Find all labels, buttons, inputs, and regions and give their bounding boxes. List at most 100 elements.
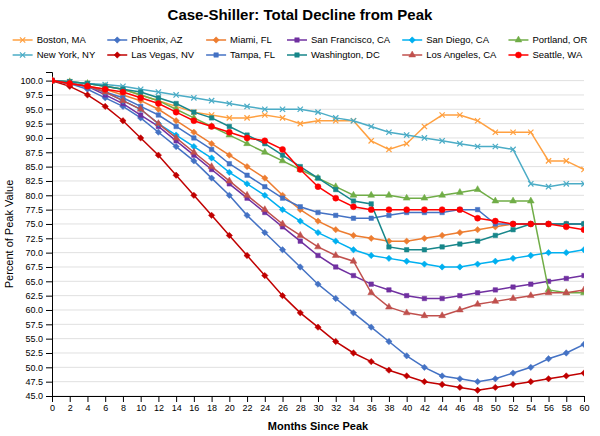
point [84,83,90,89]
tick: 90.0 [25,133,52,143]
point [279,206,285,212]
point [581,167,584,172]
point [67,80,73,86]
point [545,356,551,362]
grid-line [52,338,584,339]
tick-label: 70.0 [25,248,43,258]
point [52,78,55,83]
point [404,293,408,297]
point [52,77,55,83]
point [209,147,213,151]
series-line [52,81,584,267]
point [439,373,445,379]
tick: 52.5 [25,348,52,358]
tick-mark [46,353,52,354]
tick-label: 26 [278,403,288,413]
tick-mark [46,210,52,211]
grid-line [52,137,584,138]
point [387,213,391,217]
point [84,92,90,98]
tick-label: 36 [367,403,377,413]
tick-label: 56 [544,403,554,413]
point [173,143,179,149]
point [138,95,144,101]
point [386,130,391,135]
grid-line [52,352,584,353]
x-axis: 0246810121416182022242628303234363840424… [50,396,590,413]
tick: 47.5 [25,377,52,387]
tick-mark [389,396,390,402]
point [475,207,479,211]
tick: 16 [189,396,199,413]
point [244,163,250,169]
point [421,261,427,267]
tick: 18 [207,396,217,413]
point [226,129,232,135]
tick: 57.5 [25,320,52,330]
point [298,205,302,209]
tick-mark [46,296,52,297]
tick-label: 34 [349,403,359,413]
tick: 82.5 [25,176,52,186]
point [191,129,197,135]
point [492,297,499,303]
point [457,376,463,382]
point [404,132,409,137]
point [475,144,480,149]
point [439,112,444,117]
point [226,169,232,175]
point [368,207,374,213]
point [421,379,427,385]
tick: 100.0 [20,76,52,86]
tick-mark [531,396,532,402]
tick-mark [229,396,230,402]
tick-mark [495,396,496,402]
tick-mark [478,396,479,402]
tick-label: 100.0 [20,76,43,86]
point [262,192,268,198]
tick-mark [584,396,585,402]
point [386,367,392,373]
grid-line [52,123,584,124]
tick-label: 6 [103,403,108,413]
point [350,350,356,356]
legend-marker [213,37,219,43]
tick: 62.5 [25,291,52,301]
tick-label: 30 [313,403,323,413]
point [368,358,374,364]
tick-mark [283,396,284,402]
point [475,215,481,221]
point [67,80,73,86]
legend-marker [295,53,299,57]
grid-line [52,252,584,253]
tick: 2 [68,396,73,413]
point [298,239,302,243]
series-line [52,81,584,170]
point [527,197,534,203]
point [528,181,533,186]
tick-label: 95.0 [25,105,43,115]
point [120,97,127,103]
point [262,175,268,181]
tick: 40 [402,396,412,413]
point [315,184,321,190]
point [422,124,427,129]
point [262,107,267,112]
point [244,181,250,187]
point [386,207,392,213]
point [511,222,515,226]
tick-label: 57.5 [25,320,43,330]
point [545,289,552,295]
point [244,191,251,197]
legend-label: San Diego, CA [426,34,490,45]
point [545,221,551,227]
tick: 24 [260,396,270,413]
point [563,224,569,230]
tick-label: 60.0 [25,305,43,315]
tick: 38 [384,396,394,413]
tick: 44 [438,396,448,413]
tick: 72.5 [25,234,52,244]
point [226,232,232,238]
tick-mark [46,81,52,82]
point [493,288,497,292]
